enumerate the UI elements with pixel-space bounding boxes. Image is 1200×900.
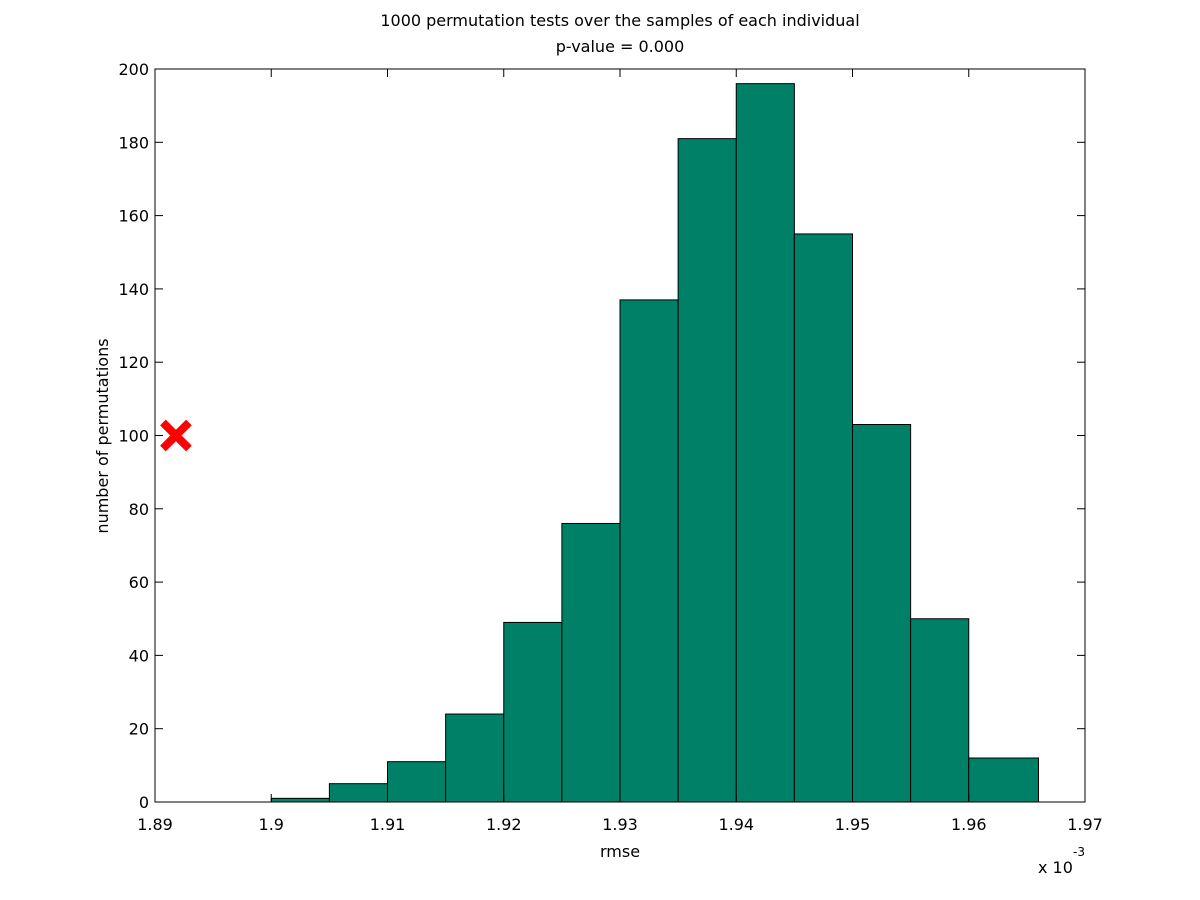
y-tick-label: 80 bbox=[129, 500, 149, 519]
histogram-bar-5 bbox=[561, 522, 621, 803]
x-tick-label: 1.89 bbox=[137, 815, 173, 834]
histogram-bar-6 bbox=[619, 299, 679, 803]
x-axis-multiplier: x 10 bbox=[1038, 858, 1073, 877]
y-tick-label: 0 bbox=[139, 793, 149, 812]
x-tick-label: 1.9 bbox=[259, 815, 284, 834]
x-tick-label: 1.97 bbox=[1067, 815, 1103, 834]
y-tick-label: 20 bbox=[129, 720, 149, 739]
x-axis-multiplier-exponent: -3 bbox=[1073, 845, 1085, 859]
chart-title: 1000 permutation tests over the samples … bbox=[380, 11, 859, 30]
histogram-bar-11 bbox=[910, 618, 970, 803]
histogram-bar-9 bbox=[793, 233, 853, 803]
histogram-bar-4 bbox=[503, 621, 563, 803]
x-axis-label: rmse bbox=[600, 842, 640, 861]
observed-value-marker bbox=[160, 419, 192, 452]
chart-subtitle: p-value = 0.000 bbox=[556, 37, 685, 56]
x-tick-label: 1.92 bbox=[486, 815, 522, 834]
y-tick-label: 200 bbox=[118, 60, 149, 79]
x-tick-label: 1.93 bbox=[602, 815, 638, 834]
y-tick-label: 60 bbox=[129, 573, 149, 592]
histogram-bar-1 bbox=[328, 783, 388, 803]
x-tick-label: 1.96 bbox=[951, 815, 987, 834]
y-tick-label: 180 bbox=[118, 133, 149, 152]
y-tick-label: 40 bbox=[129, 646, 149, 665]
y-axis-label: number of permutations bbox=[93, 338, 112, 533]
histogram-bar-0 bbox=[270, 797, 330, 803]
histogram-bars bbox=[270, 83, 1039, 803]
x-tick-label: 1.94 bbox=[718, 815, 754, 834]
histogram-bar-7 bbox=[677, 138, 737, 803]
x-tick-label: 1.91 bbox=[370, 815, 406, 834]
histogram-bar-2 bbox=[387, 761, 447, 803]
x-tick-label: 1.95 bbox=[835, 815, 871, 834]
y-tick-label: 140 bbox=[118, 280, 149, 299]
x-axis-ticks: 1.89 1.9 1.91 1.92 1.93 1.94 1.95 1.96 1.97 bbox=[137, 69, 1103, 834]
marker-stroke-b bbox=[160, 419, 192, 452]
histogram-bar-12 bbox=[968, 757, 1039, 803]
y-tick-label: 160 bbox=[118, 207, 149, 226]
y-axis-ticks: 0 20 40 60 80 100 120 140 160 180 200 bbox=[118, 60, 1085, 812]
histogram-bar-10 bbox=[852, 424, 912, 803]
y-tick-label: 120 bbox=[118, 353, 149, 372]
y-tick-label: 100 bbox=[118, 427, 149, 446]
histogram-bar-8 bbox=[735, 83, 795, 803]
histogram-bar-3 bbox=[445, 713, 505, 803]
